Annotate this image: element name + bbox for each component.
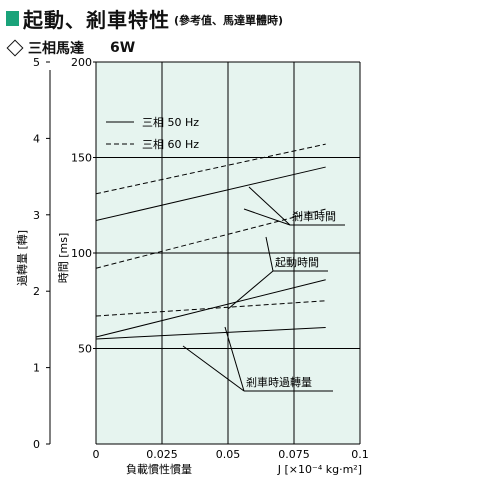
annotation-brake-time: 剎車時間 [292, 209, 336, 223]
time-tick-label: 150 [71, 152, 92, 165]
x-tick-label: 0.075 [278, 448, 310, 461]
motor-wattage: 6W [110, 40, 136, 56]
annotation-leader [243, 208, 291, 226]
legend-label: 三相 60 Hz [142, 138, 199, 151]
time-axis-title: 時間 [ms] [57, 233, 70, 284]
labels: 0 0.025 0.05 0.075 0.1 50 100 150 200 0 1 2 3 4 5 時間 [m… [16, 56, 369, 476]
series-line [95, 166, 326, 222]
motor-type: 三相馬達 [28, 41, 84, 57]
revolution-tick-label: 1 [33, 362, 40, 375]
title-bar: 起動、剎車特性 (參考值、馬達單體時) [6, 6, 284, 32]
revolution-tick-label: 0 [33, 438, 40, 451]
series-line [95, 326, 326, 340]
x-axis-title: 負載慣性慣量 [126, 462, 192, 476]
revolution-axis-title: 過轉量 [轉] [16, 230, 29, 286]
title-square-icon [6, 10, 19, 26]
time-tick-label: 50 [78, 343, 92, 356]
series-line [95, 143, 326, 195]
series-line [95, 300, 326, 317]
series-layer [95, 143, 326, 340]
time-tick-label: 100 [71, 247, 92, 260]
annotation-brake-overrun: 剎車時過轉量 [246, 375, 312, 389]
x-tick-label: 0.05 [216, 448, 241, 461]
x-tick-label: 0.025 [146, 448, 178, 461]
revolution-tick-label: 3 [33, 209, 40, 222]
annotation-leader [265, 236, 274, 272]
annotation-leader [248, 186, 291, 226]
page-subtitle-note: (參考值、馬達單體時) [174, 13, 284, 27]
annotation-start-time: 起動時間 [275, 255, 319, 269]
revolution-tick-label: 2 [33, 285, 40, 298]
chart-heading: 三相馬達 6W [6, 38, 135, 58]
page-title: 起動、剎車特性 [23, 7, 170, 32]
time-tick-label: 200 [71, 56, 92, 69]
axes [46, 61, 360, 445]
revolution-tick-label: 5 [33, 56, 40, 69]
grid [96, 61, 361, 444]
annotation-leader [182, 345, 245, 392]
x-tick-label: 0 [93, 448, 100, 461]
x-axis-unit: J [×10⁻⁴ kg·m²] [277, 463, 362, 476]
x-tick-label: 0.1 [351, 448, 369, 461]
revolution-tick-label: 4 [33, 132, 40, 145]
annotation-leader [224, 326, 245, 392]
legend-label: 三相 50 Hz [142, 116, 199, 129]
annotation-leader [227, 270, 274, 310]
